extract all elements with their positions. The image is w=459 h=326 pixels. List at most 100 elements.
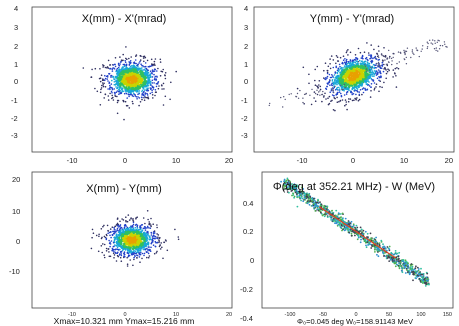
data-point (386, 257, 389, 259)
data-point (414, 272, 416, 275)
data-point (143, 233, 146, 236)
tail-point (390, 57, 393, 60)
data-point (394, 252, 397, 254)
data-point (102, 84, 104, 86)
data-point (354, 234, 356, 237)
data-point (100, 88, 102, 91)
data-point (149, 236, 151, 239)
data-point (102, 225, 104, 228)
data-point (164, 72, 167, 74)
data-point (105, 237, 108, 240)
data-point (104, 86, 107, 88)
data-point (360, 228, 363, 231)
data-point (121, 249, 124, 252)
data-point (320, 203, 323, 206)
data-point (99, 68, 101, 70)
tail-point (405, 63, 408, 65)
data-point (291, 183, 293, 185)
data-point (128, 57, 130, 60)
data-point (111, 79, 113, 82)
data-point (329, 63, 331, 65)
data-point (345, 58, 348, 61)
data-point (385, 255, 387, 258)
data-point (369, 232, 372, 235)
data-point (313, 206, 315, 209)
data-point (105, 250, 108, 252)
data-point (116, 112, 119, 115)
data-point (110, 83, 113, 85)
data-point (363, 79, 367, 83)
data-point (111, 68, 114, 70)
data-point (136, 254, 138, 257)
emittance-footer: Xmax=10.321 mm Ymax=15.216 mm (54, 316, 195, 326)
data-point (343, 61, 346, 64)
data-point (350, 72, 353, 75)
data-point (110, 74, 113, 77)
data-point (122, 219, 125, 221)
data-point (334, 89, 337, 91)
data-point (107, 99, 110, 101)
data-point (125, 63, 128, 66)
data-point (376, 53, 379, 55)
data-point (139, 253, 142, 256)
data-point (153, 237, 156, 240)
data-point (107, 67, 110, 69)
data-point (153, 235, 155, 237)
data-point (144, 66, 147, 68)
data-point (332, 213, 334, 216)
data-point (292, 192, 295, 195)
data-point (102, 85, 105, 88)
data-point (105, 247, 108, 250)
tail-point (438, 48, 441, 50)
data-point (337, 67, 340, 70)
data-point (364, 72, 367, 76)
data-point (126, 263, 129, 266)
data-point (366, 232, 369, 235)
data-point (286, 186, 289, 189)
data-point (356, 97, 358, 99)
data-point (145, 234, 148, 238)
tail-point (426, 41, 428, 43)
data-point (369, 55, 372, 57)
data-point (107, 229, 109, 232)
data-point (144, 62, 147, 64)
data-point (394, 265, 397, 268)
data-point (319, 201, 321, 204)
data-point (122, 68, 124, 70)
data-point (124, 59, 126, 62)
data-point (126, 251, 129, 254)
tail-point (366, 70, 368, 73)
data-point (136, 216, 138, 218)
data-point (304, 193, 307, 196)
data-point (344, 81, 347, 85)
data-point (386, 70, 389, 73)
data-point (104, 74, 106, 77)
data-point (377, 247, 380, 250)
data-point (329, 216, 332, 219)
data-point (350, 234, 353, 237)
data-point (330, 76, 333, 79)
data-point (119, 256, 122, 259)
data-point (132, 227, 135, 230)
data-point (376, 249, 379, 252)
data-point (125, 46, 127, 48)
tail-point (437, 39, 439, 41)
data-point (155, 252, 158, 254)
data-point (120, 92, 122, 94)
data-point (136, 227, 139, 229)
data-point (119, 63, 121, 65)
data-point (425, 276, 428, 279)
data-point (321, 100, 323, 103)
data-point (401, 271, 404, 274)
data-point (360, 82, 364, 85)
x-tick-label: 150 (443, 312, 452, 318)
data-point (334, 76, 337, 79)
tail-point (405, 50, 408, 53)
data-point (132, 218, 134, 220)
data-point (125, 57, 127, 60)
data-point (377, 251, 379, 253)
data-point (119, 248, 121, 251)
data-point (101, 251, 103, 254)
tail-point (280, 96, 282, 99)
data-point (381, 86, 383, 89)
